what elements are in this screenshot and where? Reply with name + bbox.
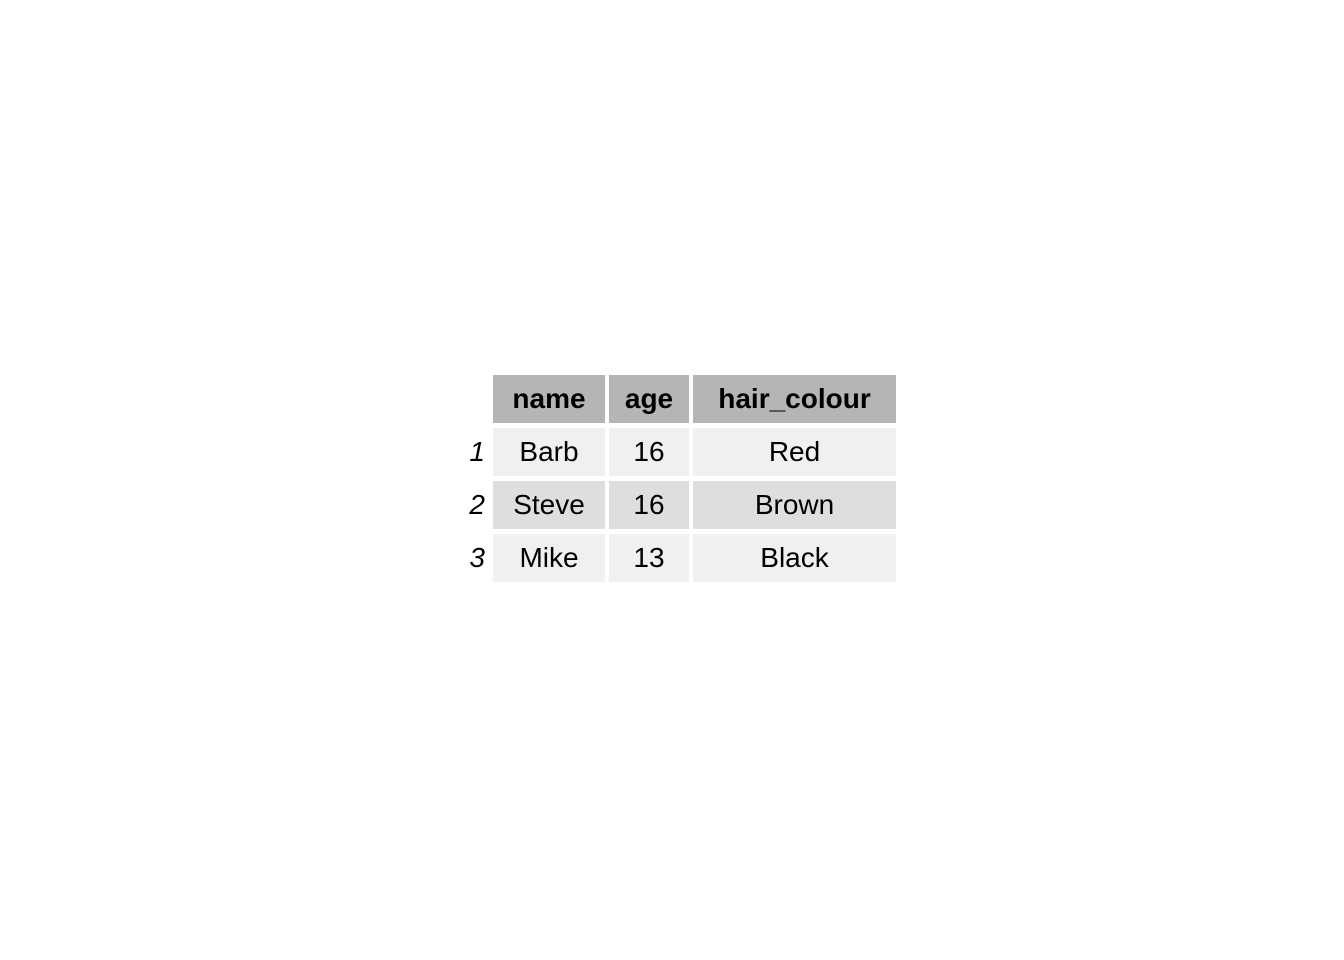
cell-hair-colour: Black	[693, 534, 896, 582]
cell-hair-colour: Brown	[693, 481, 896, 529]
row-label: 2	[469, 489, 485, 520]
column-header-hair-colour: hair_colour	[693, 375, 896, 423]
data-table: name age hair_colour 1 Barb 16 Red 2 Ste…	[461, 370, 900, 587]
header-row: name age hair_colour	[465, 375, 896, 423]
column-header-name: name	[493, 375, 605, 423]
cell-age: 16	[609, 428, 689, 476]
cell-age: 16	[609, 481, 689, 529]
cell-age: 13	[609, 534, 689, 582]
table-row-1: 1 Barb 16 Red	[465, 428, 896, 476]
row-label-header-spacer	[465, 375, 489, 423]
cell-name: Barb	[493, 428, 605, 476]
data-table-container: name age hair_colour 1 Barb 16 Red 2 Ste…	[461, 370, 900, 587]
cell-name: Steve	[493, 481, 605, 529]
row-label: 3	[469, 542, 485, 573]
column-header-age: age	[609, 375, 689, 423]
row-label: 1	[469, 436, 485, 467]
table-row-3: 3 Mike 13 Black	[465, 534, 896, 582]
cell-name: Mike	[493, 534, 605, 582]
cell-hair-colour: Red	[693, 428, 896, 476]
table-row-2: 2 Steve 16 Brown	[465, 481, 896, 529]
